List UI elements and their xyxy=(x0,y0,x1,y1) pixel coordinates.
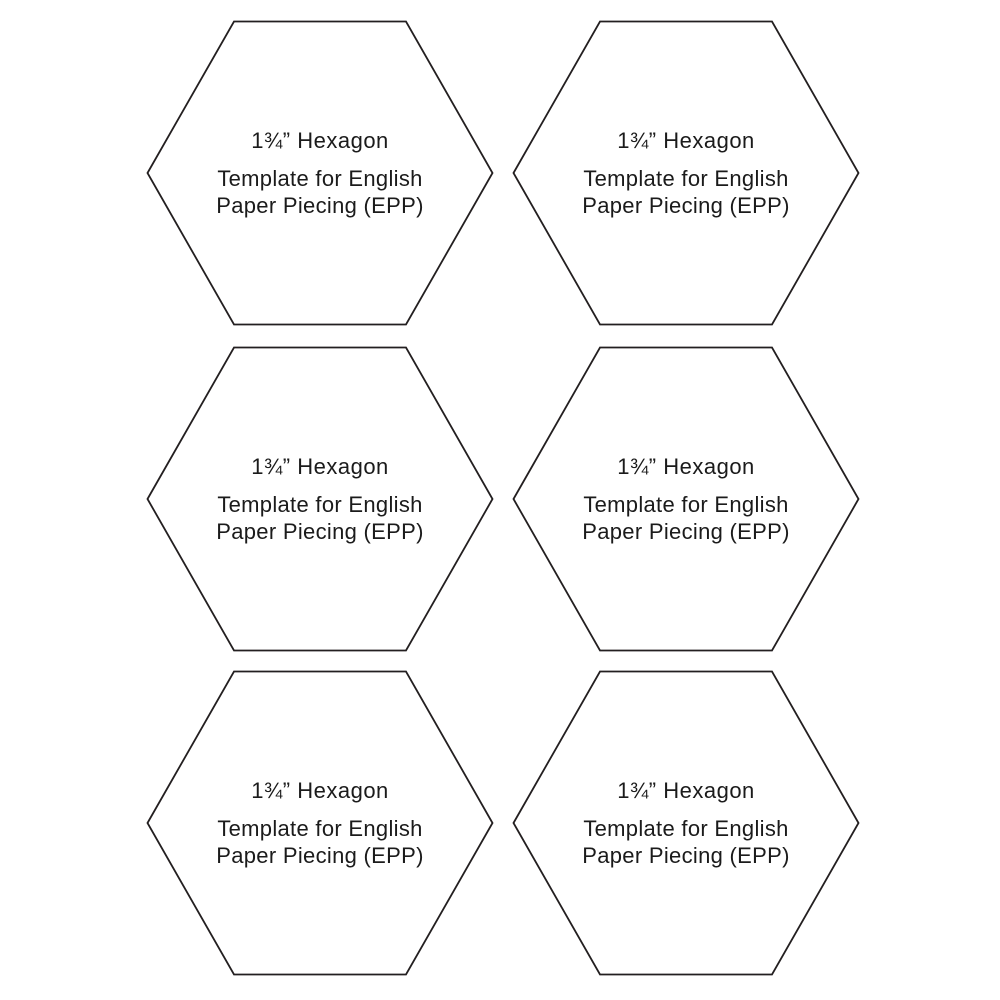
hexagon-outline xyxy=(512,20,860,326)
hexagon-outline xyxy=(146,346,494,652)
hexagon-template: 1¾” Hexagon Template for English Paper P… xyxy=(512,670,860,976)
hexagon-outline xyxy=(512,670,860,976)
hexagon-outline xyxy=(146,20,494,326)
hexagon-template: 1¾” Hexagon Template for English Paper P… xyxy=(146,20,494,326)
hexagon-template: 1¾” Hexagon Template for English Paper P… xyxy=(512,20,860,326)
hexagon-template: 1¾” Hexagon Template for English Paper P… xyxy=(146,670,494,976)
hexagon-template: 1¾” Hexagon Template for English Paper P… xyxy=(146,346,494,652)
hexagon-outline xyxy=(146,670,494,976)
hexagon-template: 1¾” Hexagon Template for English Paper P… xyxy=(512,346,860,652)
hexagon-outline xyxy=(512,346,860,652)
